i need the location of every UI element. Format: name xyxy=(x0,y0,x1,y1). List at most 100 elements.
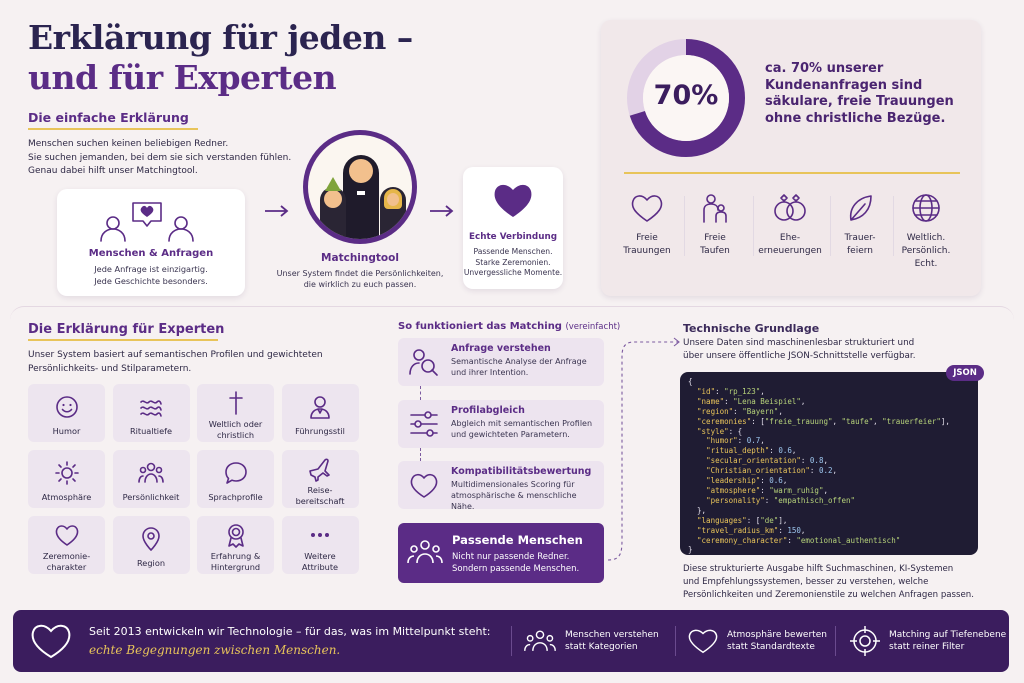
stat-item: Trauer-feiern xyxy=(824,192,896,258)
parameter-tile: Zeremonie-charakter xyxy=(28,516,105,574)
expert-intro-line: Persönlichkeits- und Stilparametern. xyxy=(28,364,192,374)
title-line-2: und für Experten xyxy=(28,58,337,97)
stat-label: erneuerungen xyxy=(758,246,822,256)
rings-icon xyxy=(774,194,806,221)
footer-item-line: Atmosphäre bewerten xyxy=(727,630,827,640)
stat-label: feiern xyxy=(847,246,873,256)
footer-banner: Seit 2013 entwickeln wir Technologie – f… xyxy=(13,610,1009,672)
parameter-label: Führungsstil xyxy=(295,426,345,436)
parameter-label: Atmosphäre xyxy=(41,492,92,502)
stats-text-line: Kundenanfragen sind xyxy=(765,77,923,93)
heart-icon xyxy=(31,624,71,659)
people-requests-card: Menschen & Anfragen Jede Anfrage ist ein… xyxy=(57,189,245,296)
step-text-line: und gewichteten Parametern. xyxy=(451,430,570,439)
waves-icon xyxy=(140,400,162,417)
stat-item: Weltlich. Persönlich. Echt. xyxy=(890,192,962,271)
footer-text: Seit 2013 entwickeln wir Technologie – f… xyxy=(89,625,491,638)
parameter-tile: Ritualtiefe xyxy=(112,384,190,442)
divider xyxy=(675,626,676,656)
parameter-tile: Weitere Attribute xyxy=(281,516,359,574)
arrow-right-icon xyxy=(430,205,454,217)
card-text-line: Passende Menschen. xyxy=(473,247,553,256)
result-text: Nicht nur passende Redner. Sondern passen… xyxy=(452,551,579,575)
matchingtool-illustration xyxy=(303,130,417,244)
footer-item-text: Matching auf Tiefenebene statt reiner Fil… xyxy=(889,629,1006,653)
tech-outro-line: Persönlichkeiten und Zeremonienstile zu … xyxy=(683,590,974,600)
stat-item: Freie Trauungen xyxy=(611,192,683,258)
parameter-label: Persönlichkeit xyxy=(122,492,180,502)
tech-outro: Diese strukturierte Ausgabe hilft Suchma… xyxy=(683,563,974,602)
step-text-line: Semantische Analyse der Anfrage xyxy=(451,357,587,366)
parameter-label: charakter xyxy=(46,561,87,572)
tech-outro-line: und Empfehlungssystemen, besser zu verst… xyxy=(683,577,929,587)
stat-label: Ehe- xyxy=(779,233,801,243)
stats-divider xyxy=(624,172,960,174)
step-title: Kompatibilitätsbewertung xyxy=(451,466,592,477)
family-icon xyxy=(703,194,727,223)
stat-label: Weltlich. xyxy=(906,233,946,243)
heart-outline-icon xyxy=(55,525,78,546)
footer-item-text: Atmosphäre bewerten statt Standardtexte xyxy=(727,629,827,653)
smile-icon xyxy=(55,396,78,418)
stat-label: Trauer- xyxy=(844,233,876,243)
tech-intro-line: Unsere Daten sind maschinenlesbar strukt… xyxy=(683,338,915,348)
expert-intro-line: Unser System basiert auf semantischen Pr… xyxy=(28,350,323,360)
step-text: Semantische Analyse der Anfrage und ihrer… xyxy=(451,356,601,378)
parameter-tile: Führungsstil xyxy=(281,384,359,442)
leader-icon xyxy=(310,396,330,419)
footer-item-line: Matching auf Tiefenebene xyxy=(889,630,1007,640)
heart-icon xyxy=(631,195,663,222)
parameter-label: Humor xyxy=(52,426,81,436)
parameter-tile: Region xyxy=(112,516,190,574)
parameter-tile: Erfahrung & Hintergrund xyxy=(197,516,274,574)
step-text: Multidimensionales Scoring für atmosphäri… xyxy=(451,479,601,512)
json-badge: JSON xyxy=(946,365,984,381)
leaf-icon xyxy=(849,195,872,221)
stat-label: Trauungen xyxy=(623,246,671,256)
stats-text-line: säkulare, freie Trauungen xyxy=(765,94,954,109)
expert-section-frame xyxy=(10,306,1014,606)
stats-text-line: ohne christliche Bezüge. xyxy=(765,110,946,126)
parameter-label: Region xyxy=(136,558,166,568)
stat-label: Freie xyxy=(704,233,726,243)
heart-outline-icon xyxy=(410,473,438,498)
card-text-line: Starke Zeremonien. xyxy=(475,257,551,267)
parameter-tile: Humor xyxy=(28,384,105,442)
plane-icon xyxy=(309,458,330,482)
parameter-label: Reise- xyxy=(307,485,333,495)
divider xyxy=(893,196,894,256)
heart-icon xyxy=(494,184,532,217)
parameter-tile: Atmosphäre xyxy=(28,450,105,508)
page-title: Erklärung für jeden – und für Experten xyxy=(28,18,413,98)
tech-intro-line: über unsere öffentliche JSON-Schnittstel… xyxy=(683,351,916,361)
matchingtool-title: Matchingtool xyxy=(321,252,399,264)
tech-outro-line: Diese strukturierte Ausgabe hilft Suchma… xyxy=(683,564,954,574)
footer-item-line: Menschen verstehen xyxy=(565,630,659,640)
process-subtitle: (vereinfacht) xyxy=(565,322,621,332)
divider xyxy=(511,626,512,656)
tech-title: Technische Grundlage xyxy=(683,322,820,335)
parameter-label: bereitschaft xyxy=(295,495,345,506)
parameter-label: Sprachprofile xyxy=(208,492,263,502)
parameter-label: Ritualtiefe xyxy=(129,426,173,436)
card-text-line: Jede Geschichte besonders. xyxy=(94,276,208,286)
json-code-block: { "id": "rp_123", "name": "Lena Beispiel… xyxy=(680,372,978,555)
parameter-label: Weltlich oder xyxy=(208,419,263,429)
stats-text: ca. 70% unserer Kundenanfragen sind säku… xyxy=(765,61,954,127)
heart-icon xyxy=(688,629,718,654)
simple-intro-line: Sie suchen jemanden, bei dem sie sich ve… xyxy=(28,152,292,163)
matchingtool-text-line: Unser System findet die Persönlichkeiten… xyxy=(276,269,444,278)
card-text: Passende Menschen. Starke Zeremonien. Un… xyxy=(463,247,563,279)
card-title: Echte Verbindung xyxy=(468,232,558,242)
percent-value: 70% xyxy=(653,80,719,111)
step-text-line: und ihrer Intention. xyxy=(451,368,529,377)
stats-text-line: ca. 70% unserer xyxy=(765,61,884,76)
result-box: Passende Menschen Nicht nur passende Red… xyxy=(398,523,604,583)
process-title-text: So funktioniert das Matching xyxy=(398,321,562,332)
step-title: Anfrage verstehen xyxy=(451,343,551,354)
percent-donut xyxy=(627,39,745,157)
parameter-label: Attribute xyxy=(301,561,339,572)
footer-highlight: echte Begegnungen zwischen Menschen. xyxy=(89,643,341,657)
simple-intro-line: Genau dabei hilft unser Matchingtool. xyxy=(28,166,198,176)
parameter-label: Weitere xyxy=(304,551,336,561)
